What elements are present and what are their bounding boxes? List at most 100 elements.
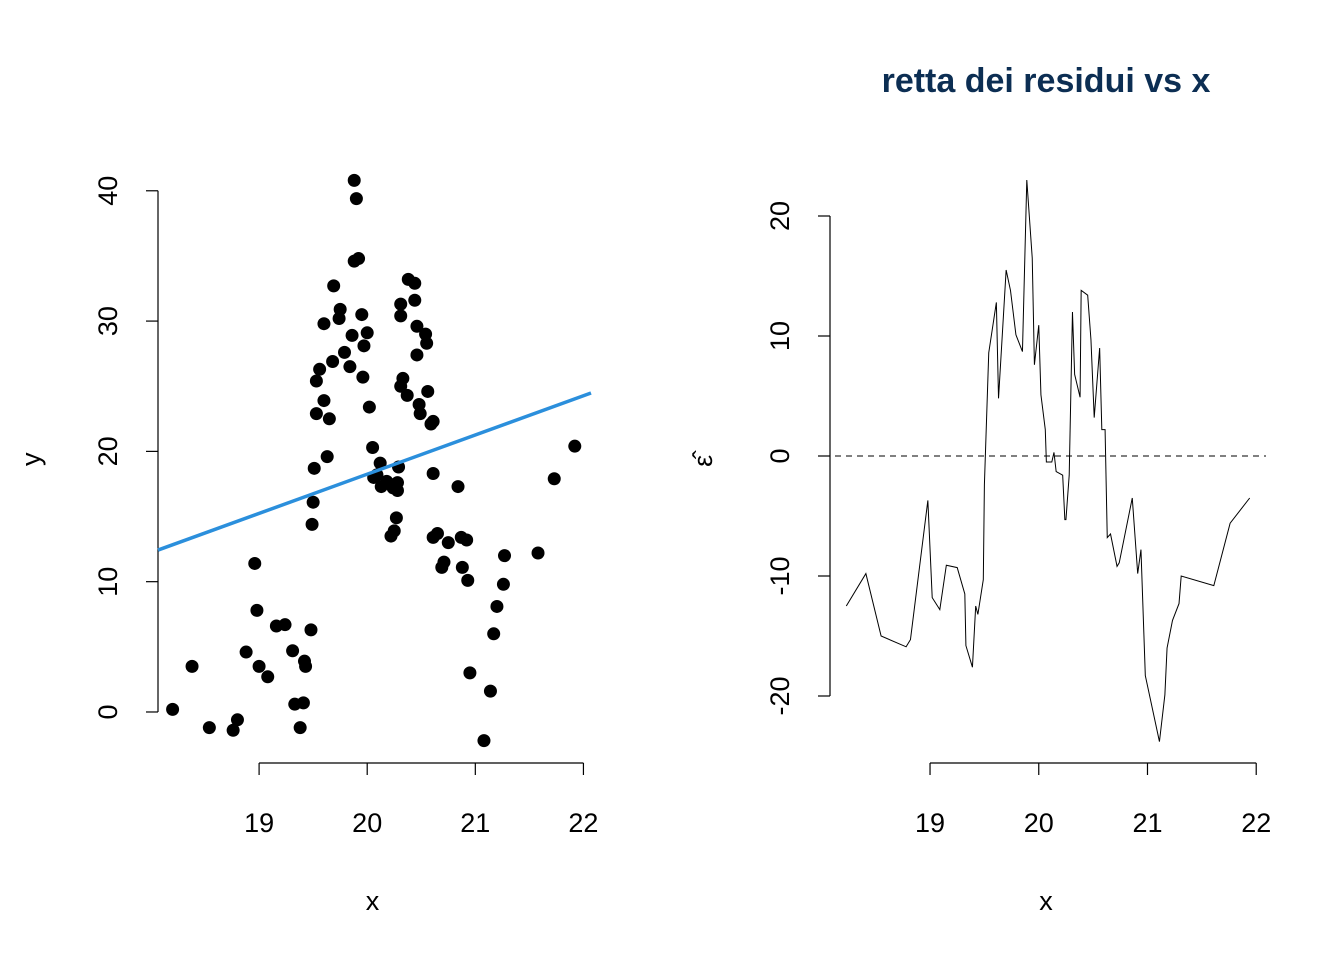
- x-tick-label: 21: [460, 808, 490, 838]
- point: [408, 276, 422, 290]
- point: [360, 326, 374, 340]
- point: [327, 279, 341, 293]
- y-tick-label: -10: [765, 556, 795, 595]
- point: [307, 461, 321, 475]
- x-tick-label: 20: [352, 808, 382, 838]
- point: [317, 317, 331, 331]
- point: [396, 371, 410, 385]
- point: [239, 645, 253, 659]
- point: [309, 374, 323, 388]
- x-tick-label: 22: [568, 808, 598, 838]
- point: [296, 696, 310, 710]
- point: [306, 495, 320, 509]
- point: [394, 309, 408, 323]
- point: [426, 414, 440, 428]
- point: [387, 524, 401, 538]
- point: [337, 345, 351, 359]
- point: [441, 536, 455, 550]
- point: [460, 533, 474, 547]
- point: [286, 644, 300, 658]
- point: [547, 472, 561, 486]
- point: [230, 713, 244, 727]
- y-tick-label: 20: [93, 436, 123, 466]
- point: [373, 456, 387, 470]
- point: [317, 394, 331, 408]
- point: [477, 734, 491, 748]
- point: [202, 721, 216, 735]
- point: [408, 293, 422, 307]
- point: [394, 297, 408, 311]
- point: [278, 618, 292, 632]
- point: [305, 517, 319, 531]
- y-tick-label: 30: [93, 306, 123, 336]
- point: [356, 370, 370, 384]
- point: [347, 173, 361, 187]
- point: [250, 603, 264, 617]
- point: [421, 384, 435, 398]
- y-tick-label: 0: [93, 704, 123, 719]
- point: [487, 627, 501, 641]
- point: [426, 467, 440, 481]
- point: [226, 723, 240, 737]
- point: [430, 526, 444, 540]
- point: [166, 702, 180, 716]
- point: [309, 407, 323, 421]
- point: [313, 362, 327, 376]
- point: [531, 546, 545, 560]
- x-tick-label: 21: [1132, 808, 1162, 838]
- point: [304, 623, 318, 637]
- point: [400, 388, 414, 402]
- point: [349, 192, 363, 206]
- x-tick-label: 22: [1241, 808, 1271, 838]
- x-tick-label: 20: [1024, 808, 1054, 838]
- x-tick-label: 19: [244, 808, 274, 838]
- point: [483, 684, 497, 698]
- residual-line: [845, 179, 1251, 742]
- point: [366, 440, 380, 454]
- point: [496, 577, 510, 591]
- x-axis-label: x: [1039, 886, 1053, 916]
- point: [461, 573, 475, 587]
- y-tick-label: 10: [93, 567, 123, 597]
- point: [362, 400, 376, 414]
- point: [252, 659, 266, 673]
- y-tick-label: -20: [765, 676, 795, 715]
- point: [293, 721, 307, 735]
- point: [451, 480, 465, 494]
- point: [357, 339, 371, 353]
- point: [345, 328, 359, 342]
- y-tick-label: 40: [93, 176, 123, 206]
- chart-title: retta dei residui vs x: [882, 62, 1211, 100]
- y-axis-label: y: [16, 452, 46, 466]
- point: [261, 670, 275, 684]
- point: [326, 354, 340, 368]
- x-tick-label: 19: [915, 808, 945, 838]
- point: [185, 659, 199, 673]
- point: [248, 556, 262, 570]
- point: [389, 511, 403, 525]
- point: [390, 483, 404, 497]
- y-tick-label: 0: [765, 448, 795, 463]
- point: [420, 336, 434, 350]
- point: [322, 412, 336, 426]
- point: [352, 252, 366, 266]
- point: [355, 308, 369, 322]
- point: [498, 549, 512, 563]
- point: [463, 666, 477, 680]
- point: [410, 348, 424, 362]
- point: [455, 560, 469, 574]
- point: [490, 599, 504, 613]
- y-axis-label: ε̂: [688, 450, 718, 467]
- y-tick-label: 20: [765, 201, 795, 231]
- point: [333, 302, 347, 316]
- point: [320, 450, 334, 464]
- x-axis-label: x: [366, 886, 380, 916]
- point: [568, 439, 582, 453]
- point: [410, 319, 424, 333]
- point: [413, 407, 427, 421]
- y-tick-label: 10: [765, 321, 795, 351]
- point: [437, 555, 451, 569]
- fit-line: [157, 391, 592, 552]
- point: [343, 360, 357, 374]
